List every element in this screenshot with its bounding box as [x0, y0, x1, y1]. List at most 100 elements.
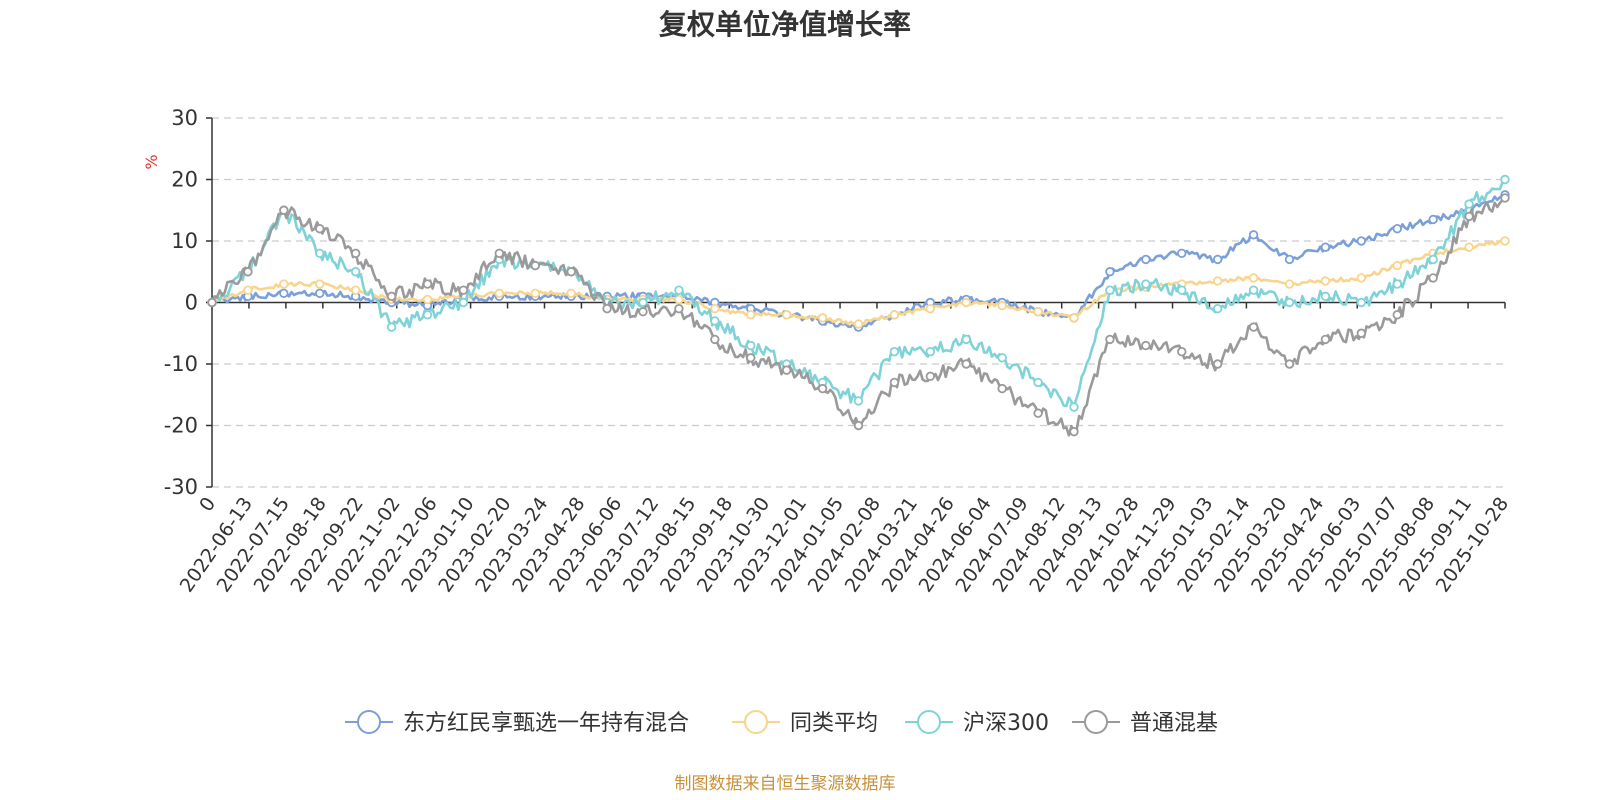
- x-tick-label: 0: [195, 493, 220, 516]
- series-3-point: [1069, 426, 1079, 437]
- series-3-point: [638, 307, 648, 317]
- series-3-point: [422, 279, 433, 289]
- y-tick-label: -20: [164, 414, 198, 438]
- series-line-1: [211, 239, 1506, 326]
- series-3-point: [566, 267, 576, 277]
- legend-circle-icon: [1084, 710, 1108, 734]
- series-2-point: [1033, 377, 1043, 388]
- series-2-point: [674, 285, 684, 295]
- series-3-point: [1392, 310, 1402, 320]
- series-2-point: [422, 310, 433, 320]
- series-1-point: [494, 288, 505, 298]
- chart-title: 复权单位净值增长率: [659, 8, 911, 41]
- legend-item-3[interactable]: 普通混基: [1072, 710, 1218, 736]
- source-note: 制图数据来自恒生聚源数据库: [675, 774, 896, 794]
- series-1-point: [1284, 279, 1295, 289]
- series-3-point: [1500, 193, 1510, 203]
- series-1-point: [1464, 242, 1474, 252]
- series-2-point: [1212, 303, 1223, 314]
- series-1-point: [889, 310, 900, 320]
- series-3-point: [279, 205, 289, 215]
- series-line-0: [211, 193, 1506, 331]
- series-1-point: [422, 294, 433, 305]
- series-3-point: [1033, 408, 1043, 418]
- series-1-point: [315, 279, 325, 289]
- series-2-point: [1356, 297, 1367, 308]
- series-3-point: [494, 248, 505, 258]
- series-1-point: [710, 303, 720, 314]
- series-3-point: [1212, 359, 1223, 369]
- series-3-point: [1284, 359, 1295, 369]
- y-tick-label: -10: [164, 352, 198, 376]
- series-2-point: [925, 347, 936, 357]
- series-3-point: [961, 359, 971, 369]
- series-3-point: [386, 291, 397, 302]
- series-1-point: [1320, 276, 1331, 286]
- y-tick-label: 20: [171, 168, 198, 192]
- series-2-point: [458, 297, 469, 308]
- series-3-point: [997, 383, 1007, 394]
- legend-circle-icon: [744, 710, 768, 734]
- series-0-point: [1392, 223, 1402, 234]
- series-1-point: [1356, 273, 1367, 283]
- series-1-point: [243, 285, 253, 295]
- series-1-point: [925, 303, 936, 314]
- series-3-point: [458, 285, 469, 295]
- series-3-point: [889, 377, 900, 388]
- series-3-point: [1177, 347, 1187, 357]
- series-2-point: [961, 334, 971, 345]
- series-2-point: [997, 353, 1007, 363]
- series-3-point: [1356, 328, 1367, 338]
- series-0-point: [315, 288, 325, 298]
- legend-item-2[interactable]: 沪深300: [905, 710, 1049, 736]
- series-2-point: [1464, 199, 1474, 209]
- series-2-point: [386, 322, 397, 332]
- series-1-point: [350, 285, 361, 295]
- legend-item-0[interactable]: 东方红民享甄选一年持有混合: [345, 710, 689, 736]
- series-0-point: [279, 288, 289, 298]
- series-0-point: [1105, 267, 1115, 277]
- series-3-point: [1141, 340, 1151, 351]
- series-3-point: [710, 334, 720, 345]
- series-3-point: [1428, 273, 1438, 283]
- series-1-point: [674, 294, 684, 305]
- y-tick-label: 10: [171, 229, 198, 253]
- series-2-point: [1069, 402, 1079, 412]
- series-2-point: [710, 316, 720, 326]
- legend-circle-icon: [357, 710, 381, 734]
- series-0-point: [1141, 254, 1151, 265]
- series-3-point: [207, 297, 217, 308]
- y-tick-label: 30: [171, 106, 198, 130]
- series-3-point: [243, 267, 253, 277]
- series-2-point: [1177, 285, 1187, 295]
- series-3-point: [925, 371, 936, 381]
- series-3-point: [746, 353, 756, 363]
- series-2-point: [1248, 285, 1259, 295]
- series-0-point: [1177, 248, 1187, 258]
- series-1-point: [530, 288, 540, 298]
- series-3-point: [350, 248, 361, 258]
- series-0-point: [1284, 254, 1295, 265]
- series-1-point: [961, 297, 971, 308]
- series-1-point: [1069, 313, 1079, 323]
- series-1-point: [1033, 307, 1043, 317]
- legend-item-1[interactable]: 同类平均: [732, 710, 878, 736]
- series-3-point: [1464, 211, 1474, 222]
- series-2-point: [350, 267, 361, 277]
- legend-label: 普通混基: [1130, 711, 1218, 736]
- series-3-point: [315, 223, 325, 234]
- series-3-point: [1320, 334, 1331, 345]
- series-3-point: [817, 383, 828, 394]
- series-3-point: [781, 365, 792, 375]
- series-2-point: [1500, 174, 1510, 185]
- series-0-point: [1428, 214, 1438, 225]
- series-2-point: [638, 297, 648, 308]
- series-2-point: [1105, 285, 1115, 295]
- legend-circle-icon: [917, 710, 941, 734]
- series-2-point: [1392, 279, 1402, 289]
- series-1-point: [781, 310, 792, 320]
- legend-label: 同类平均: [790, 711, 878, 736]
- series-1-point: [279, 279, 289, 289]
- series-3-point: [853, 420, 864, 431]
